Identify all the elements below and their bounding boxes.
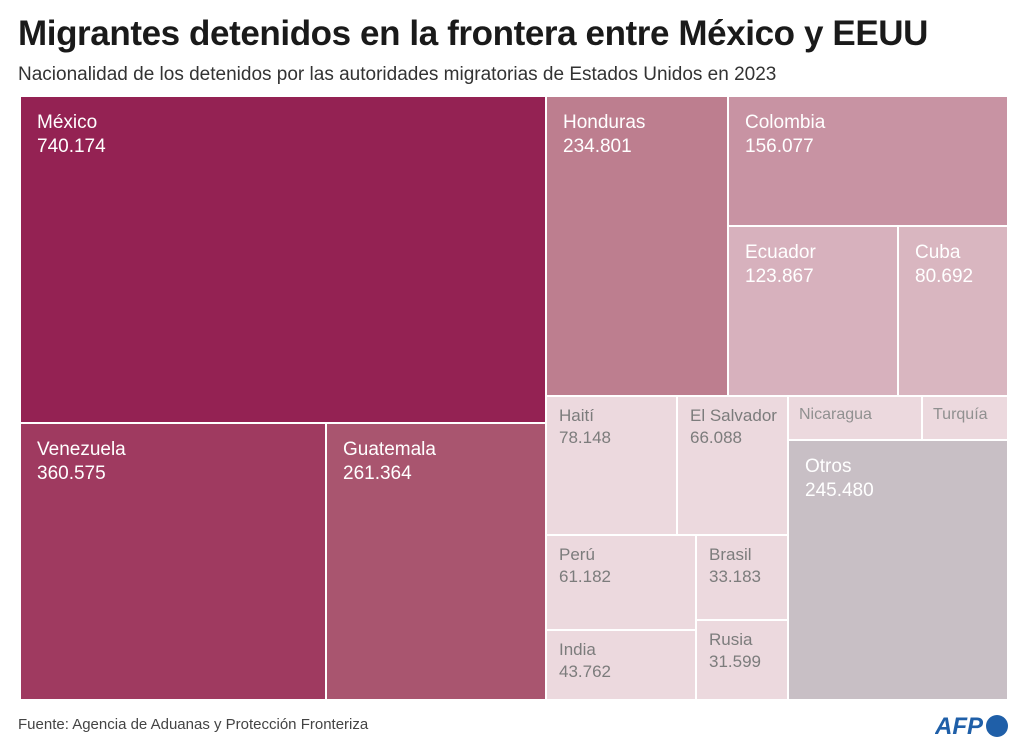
tile-value: 61.182 [559,567,611,586]
treemap-tile: India 43.762 [546,630,696,700]
tile-name: Ecuador [745,242,816,263]
treemap-tile: Otros 245.480 [788,440,1008,700]
treemap-tile: Haití 78.148 [546,396,677,535]
tile-name: India [559,640,596,659]
treemap-tile: Colombia 156.077 [728,96,1008,226]
tile-value: 360.575 [37,463,106,484]
treemap-tile: Venezuela 360.575 [20,423,326,700]
tile-value: 80.692 [915,266,974,287]
tile-name: Turquía [933,406,988,423]
tile-name: Venezuela [37,439,126,460]
treemap-tile: Rusia 31.599 [696,620,788,700]
tile-value: 245.480 [805,480,874,501]
tile-label: Ecuador 123.867 [745,241,816,289]
tile-value: 156.077 [745,136,814,157]
tile-label: Honduras 234.801 [563,111,645,159]
tile-label: Turquía [933,403,988,427]
treemap-tile: Guatemala 261.364 [326,423,546,700]
tile-label: Nicaragua [799,403,872,427]
tile-value: 43.762 [559,662,611,681]
tile-name: Honduras [563,112,646,133]
afp-logo-dot [986,715,1008,737]
source-note: Fuente: Agencia de Aduanas y Protección … [18,716,369,733]
tile-label: Perú 61.182 [559,544,611,588]
tile-value: 66.088 [690,428,742,447]
tile-name: México [37,112,98,133]
treemap-tile: Perú 61.182 [546,535,696,630]
tile-label: México 740.174 [37,111,106,159]
treemap-tile: El Salvador 66.088 [677,396,788,535]
tile-value: 261.364 [343,463,412,484]
tile-name: Colombia [745,112,826,133]
tile-name: Haití [559,406,594,425]
treemap-tile: Turquía [922,396,1008,440]
treemap-tile: Nicaragua [788,396,922,440]
tile-label: El Salvador 66.088 [690,405,777,449]
tile-value: 234.801 [563,136,632,157]
tile-name: Perú [559,545,595,564]
tile-label: Haití 78.148 [559,405,611,449]
tile-label: Colombia 156.077 [745,111,825,159]
treemap: México 740.174 Venezuela 360.575 Guatemala 26… [20,96,1008,700]
tile-label: Venezuela 360.575 [37,438,126,486]
tile-value: 31.599 [709,652,761,671]
treemap-tile: Cuba 80.692 [898,226,1008,396]
treemap-tile: Ecuador 123.867 [728,226,898,396]
tile-name: Guatemala [343,439,436,460]
tile-name: El Salvador [690,406,777,425]
chart-title: Migrantes detenidos en la frontera entre… [18,14,929,53]
tile-label: India 43.762 [559,639,611,683]
tile-value: 123.867 [745,266,814,287]
treemap-tile: Brasil 33.183 [696,535,788,620]
tile-name: Otros [805,456,852,477]
tile-value: 78.148 [559,428,611,447]
tile-name: Brasil [709,545,752,564]
tile-name: Cuba [915,242,961,263]
treemap-tile: Honduras 234.801 [546,96,728,396]
tile-name: Nicaragua [799,406,872,423]
afp-logo-text: AFP [935,713,984,740]
tile-name: Rusia [709,630,753,649]
tile-value: 33.183 [709,567,761,586]
tile-label: Brasil 33.183 [709,544,761,588]
tile-value: 740.174 [37,136,106,157]
tile-label: Rusia 31.599 [709,629,761,673]
chart-subtitle: Nacionalidad de los detenidos por las au… [18,64,777,85]
treemap-tile: México 740.174 [20,96,546,423]
tile-label: Otros 245.480 [805,455,874,503]
afp-logo: AFP [935,713,1008,740]
tile-label: Guatemala 261.364 [343,438,436,486]
tile-label: Cuba 80.692 [915,241,973,289]
